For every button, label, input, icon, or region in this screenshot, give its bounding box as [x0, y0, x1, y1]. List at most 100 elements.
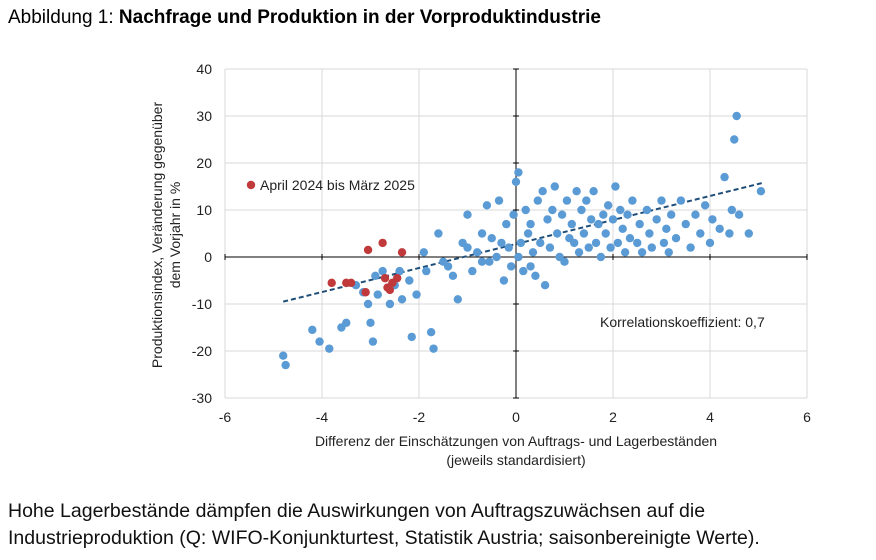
highlight-point [378, 238, 387, 248]
data-point [659, 238, 669, 248]
data-point [506, 262, 516, 271]
data-point [720, 172, 729, 182]
data-point [477, 229, 487, 238]
data-point [516, 238, 526, 248]
y-tick-label: 30 [196, 108, 212, 124]
data-point [608, 215, 618, 224]
highlight-point [363, 245, 373, 255]
data-point [526, 262, 535, 271]
data-point [591, 238, 601, 248]
y-axis-label-line2: dem Vorjahr in % [167, 182, 183, 289]
data-point [686, 243, 695, 252]
data-point [599, 210, 608, 219]
y-tick-label: -20 [192, 343, 212, 359]
data-point [676, 196, 686, 205]
data-point [492, 252, 501, 262]
data-point [281, 360, 290, 370]
data-point [574, 248, 584, 257]
data-point [577, 205, 586, 215]
data-point [744, 229, 753, 238]
data-point [308, 325, 317, 335]
data-point [616, 205, 625, 215]
highlight-point [397, 248, 407, 257]
data-point [407, 332, 416, 342]
data-point [618, 224, 627, 233]
data-point [497, 238, 506, 248]
data-point [368, 337, 378, 346]
data-point [696, 229, 705, 238]
data-point [725, 229, 734, 238]
legend-marker [246, 180, 256, 190]
data-point [511, 177, 521, 186]
data-point [734, 210, 744, 219]
data-point [342, 318, 351, 327]
data-point [543, 215, 552, 224]
data-point [477, 257, 487, 266]
data-point [366, 318, 375, 327]
highlight-point [346, 278, 356, 288]
data-point [572, 187, 581, 196]
data-point [582, 196, 591, 205]
data-point [727, 205, 737, 215]
data-point [606, 243, 615, 252]
x-tick-label: 6 [803, 409, 811, 425]
data-point [325, 344, 334, 353]
highlight-point [380, 273, 390, 283]
y-tick-label: -30 [192, 390, 212, 406]
x-tick-label: 4 [706, 409, 714, 425]
data-point [594, 219, 603, 229]
data-point [509, 210, 518, 219]
highlight-point [385, 285, 395, 295]
data-point [526, 219, 535, 229]
x-axis-label-line2: (jeweils standardisiert) [446, 452, 585, 468]
data-point [405, 276, 414, 285]
data-point [691, 210, 700, 219]
x-axis-label-line1: Differenz der Einschätzungen von Auftrag… [315, 433, 717, 449]
points-layer [279, 111, 766, 370]
data-point [586, 215, 596, 224]
y-tick-label: 0 [204, 249, 212, 265]
data-point [397, 295, 407, 304]
data-point [485, 257, 494, 266]
data-point [468, 266, 477, 276]
data-point [315, 337, 324, 346]
figure-title-prefix: Abbildung 1: [8, 7, 119, 28]
data-point [504, 243, 513, 252]
data-point [531, 271, 540, 280]
data-point [628, 196, 637, 205]
data-point [645, 229, 654, 238]
data-point [730, 135, 739, 144]
data-point [637, 248, 647, 257]
data-point [533, 196, 543, 205]
data-point [570, 238, 579, 248]
data-point [620, 248, 630, 257]
data-point [519, 266, 528, 276]
data-point [429, 344, 438, 353]
data-point [545, 243, 555, 252]
data-point [550, 182, 559, 191]
data-point [448, 271, 458, 280]
data-point [700, 201, 710, 210]
y-axis-label-line1: Produktionsindex, Veränderung gegenüber [149, 102, 165, 369]
data-point [647, 243, 656, 252]
data-point [494, 196, 504, 205]
data-point [623, 210, 632, 219]
data-point [279, 351, 288, 360]
data-point [487, 234, 496, 243]
data-point [601, 229, 610, 238]
data-point [523, 229, 533, 238]
data-point [611, 182, 620, 191]
data-point [664, 248, 673, 257]
data-point [443, 262, 453, 271]
data-point [603, 201, 613, 210]
data-point [463, 243, 472, 252]
data-point [732, 111, 741, 121]
x-tick-label: -2 [413, 409, 426, 425]
data-point [371, 271, 380, 280]
data-point [373, 290, 382, 299]
data-point [528, 248, 538, 257]
x-tick-label: 2 [609, 409, 617, 425]
axis-layer [224, 68, 808, 399]
data-point [548, 205, 557, 215]
